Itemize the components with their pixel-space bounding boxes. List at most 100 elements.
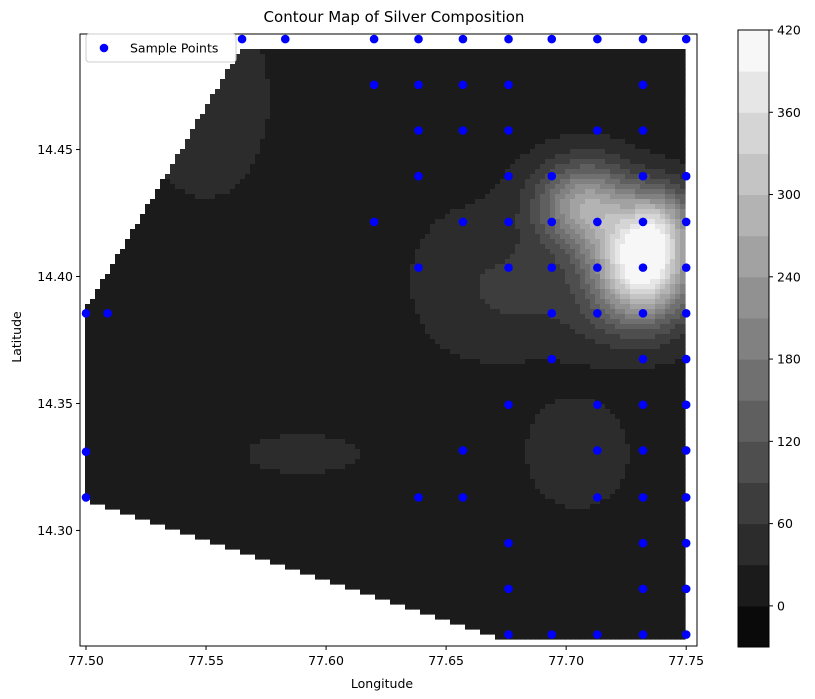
contour-cell — [205, 529, 211, 535]
contour-cell — [325, 544, 331, 550]
contour-cell — [245, 189, 251, 195]
contour-cell — [165, 229, 171, 235]
contour-cell — [275, 509, 281, 515]
contour-cell — [290, 414, 296, 420]
contour-cell — [185, 469, 191, 475]
contour-cell — [90, 454, 96, 460]
contour-cell — [155, 299, 161, 305]
contour-cell — [200, 324, 206, 330]
contour-cell — [105, 399, 111, 405]
contour-cell — [280, 504, 286, 510]
contour-cell — [235, 304, 241, 310]
contour-cell — [350, 184, 356, 190]
contour-cell — [345, 349, 351, 355]
contour-cell — [115, 494, 121, 500]
contour-cell — [130, 319, 136, 325]
contour-cell — [310, 294, 316, 300]
contour-cell — [350, 354, 356, 360]
contour-cell — [155, 364, 161, 370]
contour-cell — [170, 519, 176, 525]
contour-cell — [95, 499, 101, 505]
contour-cell — [130, 379, 136, 385]
contour-cell — [370, 299, 376, 305]
contour-cell — [350, 404, 356, 410]
contour-cell — [185, 489, 191, 495]
contour-cell — [360, 504, 366, 510]
contour-cell — [205, 319, 211, 325]
contour-cell — [255, 369, 261, 375]
contour-cell — [350, 324, 356, 330]
contour-cell — [190, 189, 196, 195]
contour-cell — [265, 244, 271, 250]
contour-cell — [255, 439, 261, 445]
contour-cell — [265, 324, 271, 330]
contour-cell — [280, 134, 286, 140]
contour-cell — [325, 169, 331, 175]
contour-cell — [145, 489, 151, 495]
contour-cell — [300, 569, 306, 575]
contour-cell — [85, 334, 91, 340]
contour-cell — [285, 364, 291, 370]
contour-cell — [230, 74, 236, 80]
contour-cell — [225, 219, 231, 225]
contour-cell — [310, 279, 316, 285]
contour-cell — [275, 189, 281, 195]
contour-cell — [115, 459, 121, 465]
contour-cell — [330, 564, 336, 570]
contour-cell — [245, 339, 251, 345]
contour-cell — [245, 274, 251, 280]
contour-cell — [355, 354, 361, 360]
contour-cell — [215, 259, 221, 265]
contour-cell — [205, 359, 211, 365]
contour-cell — [130, 279, 136, 285]
contour-cell — [260, 349, 266, 355]
contour-cell — [135, 294, 141, 300]
contour-cell — [300, 464, 306, 470]
contour-cell — [220, 414, 226, 420]
contour-cell — [160, 494, 166, 500]
contour-cell — [250, 529, 256, 535]
contour-cell — [260, 499, 266, 505]
contour-cell — [200, 269, 206, 275]
contour-cell — [270, 359, 276, 365]
contour-cell — [200, 424, 206, 430]
contour-cell — [320, 364, 326, 370]
contour-cell — [130, 504, 136, 510]
contour-cell — [140, 489, 146, 495]
contour-cell — [330, 474, 336, 480]
contour-cell — [170, 349, 176, 355]
contour-cell — [320, 479, 326, 485]
contour-cell — [320, 209, 326, 215]
contour-cell — [135, 369, 141, 375]
contour-cell — [305, 189, 311, 195]
contour-cell — [230, 89, 236, 95]
contour-cell — [260, 369, 266, 375]
contour-cell — [350, 379, 356, 385]
contour-cell — [310, 139, 316, 145]
contour-cell — [110, 449, 116, 455]
contour-cell — [290, 159, 296, 165]
contour-cell — [190, 354, 196, 360]
contour-cell — [240, 494, 246, 500]
contour-cell — [285, 289, 291, 295]
contour-cell — [245, 214, 251, 220]
contour-cell — [305, 154, 311, 160]
contour-cell — [320, 204, 326, 210]
contour-cell — [335, 509, 341, 515]
contour-cell — [250, 469, 256, 475]
contour-cell — [120, 489, 126, 495]
contour-cell — [125, 334, 131, 340]
contour-cell — [155, 484, 161, 490]
contour-cell — [260, 434, 266, 440]
contour-cell — [270, 54, 276, 60]
contour-cell — [370, 509, 376, 515]
contour-cell — [175, 289, 181, 295]
contour-cell — [195, 479, 201, 485]
contour-cell — [340, 89, 346, 95]
contour-cell — [310, 74, 316, 80]
contour-cell — [220, 454, 226, 460]
contour-cell — [335, 454, 341, 460]
contour-cell — [355, 104, 361, 110]
contour-cell — [290, 549, 296, 555]
contour-cell — [300, 74, 306, 80]
